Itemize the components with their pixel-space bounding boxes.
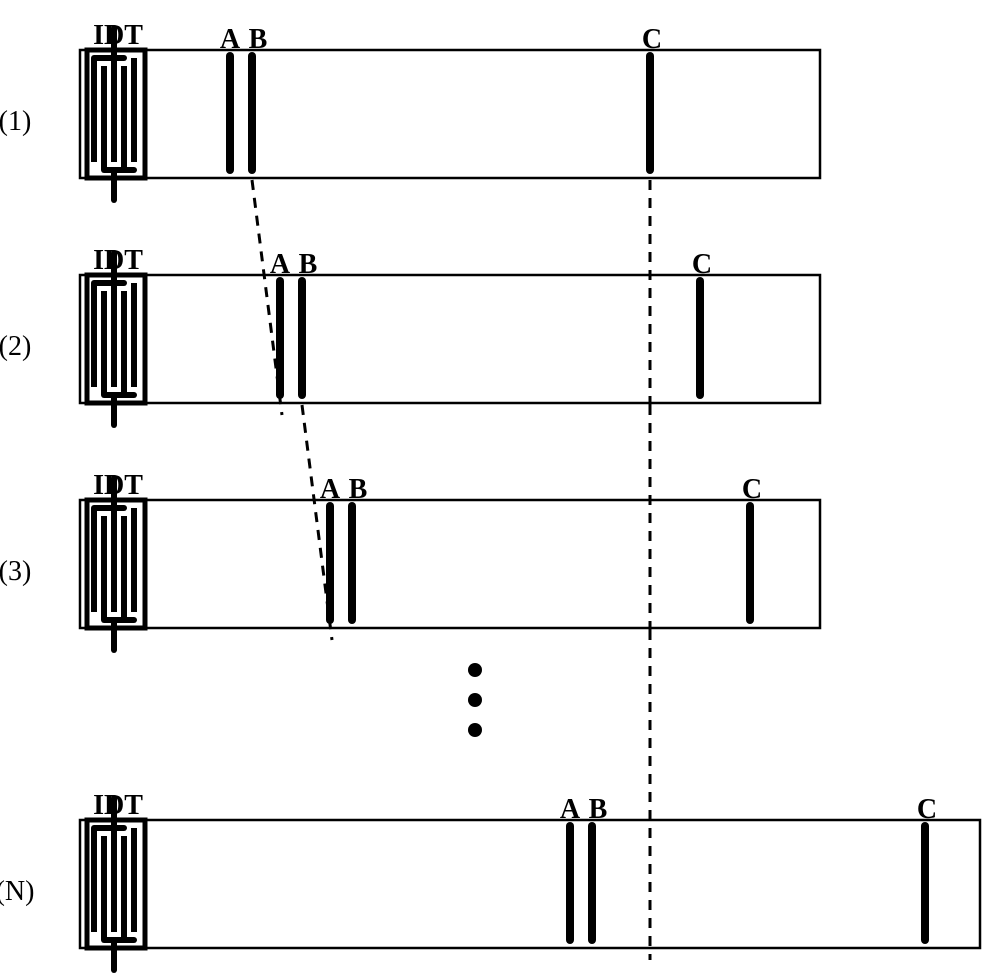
row-index-label: (2): [0, 331, 31, 362]
label-c: C: [917, 794, 937, 825]
device-row: (2) IDT AB C: [0, 245, 820, 425]
label-b: B: [349, 474, 368, 505]
label-a: A: [560, 794, 581, 825]
idt-label: IDT: [93, 470, 143, 501]
label-a: A: [270, 249, 291, 280]
label-a: A: [320, 474, 341, 505]
label-b: B: [589, 794, 608, 825]
ellipsis-dot: [468, 693, 482, 707]
row-index-label: (3): [0, 556, 31, 587]
ellipsis-dot: [468, 663, 482, 677]
idt-label: IDT: [93, 790, 143, 821]
substrate-outline: [80, 50, 820, 178]
row-index-label: (N): [0, 876, 34, 907]
ellipsis-dot: [468, 723, 482, 737]
device-row: (3) IDT AB C: [0, 470, 820, 650]
substrate-outline: [80, 820, 980, 948]
idt-label: IDT: [93, 245, 143, 276]
label-a: A: [220, 24, 241, 55]
idt-label: IDT: [93, 20, 143, 51]
label-c: C: [642, 24, 662, 55]
device-row: (N) IDT AB C: [0, 790, 980, 970]
substrate-outline: [80, 500, 820, 628]
device-row: (1) IDT AB C: [0, 20, 820, 200]
label-b: B: [249, 24, 268, 55]
substrate-outline: [80, 275, 820, 403]
label-c: C: [692, 249, 712, 280]
label-c: C: [742, 474, 762, 505]
label-b: B: [299, 249, 318, 280]
row-index-label: (1): [0, 106, 31, 137]
